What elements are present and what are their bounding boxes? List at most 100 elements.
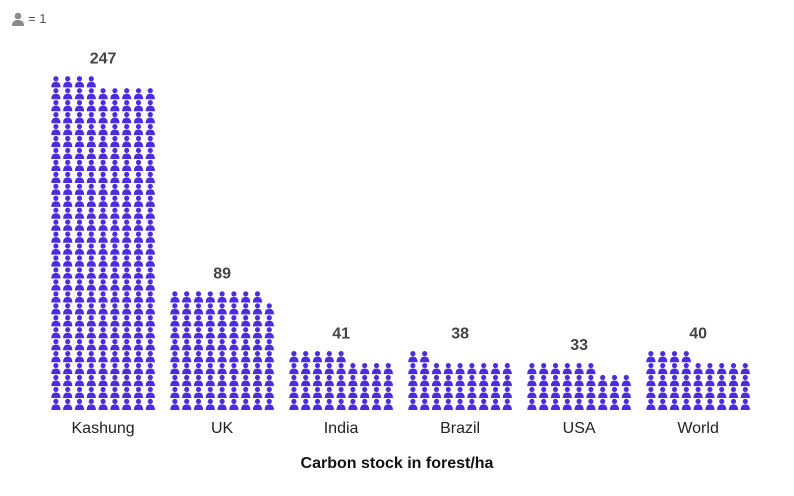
person-icon (479, 386, 489, 399)
person-icon (252, 386, 263, 399)
person-icon (728, 386, 739, 399)
person-icon (145, 374, 155, 387)
person-icon (12, 12, 24, 26)
person-icon (467, 386, 477, 399)
person-icon (110, 398, 120, 410)
person-icon (289, 398, 299, 410)
person-icon (133, 135, 144, 148)
person-icon (408, 374, 418, 387)
person-icon (681, 362, 691, 375)
person-icon (467, 362, 477, 375)
person-icon (110, 351, 120, 363)
person-icon (539, 374, 549, 387)
person-icon (63, 315, 73, 327)
person-icon (145, 303, 155, 315)
person-icon (133, 315, 144, 327)
person-icon (740, 398, 750, 410)
person-icon (74, 88, 85, 100)
person-icon (74, 267, 85, 279)
person-icon (241, 386, 251, 399)
person-icon (669, 374, 680, 387)
person-icon (145, 398, 155, 410)
person-icon (74, 386, 85, 399)
person-icon (420, 351, 430, 363)
person-icon (110, 88, 120, 100)
person-icon (562, 398, 572, 410)
person-icon (182, 362, 192, 375)
person-icon (324, 398, 334, 410)
person-icon (86, 207, 96, 219)
person-icon (133, 123, 144, 136)
person-icon (122, 135, 132, 148)
person-icon (51, 315, 61, 327)
person-icon (74, 255, 85, 267)
person-icon (170, 315, 180, 327)
person-icon (133, 112, 144, 124)
person-icon (63, 398, 73, 410)
person-icon (86, 303, 96, 315)
person-icon (98, 291, 108, 303)
person-icon (681, 351, 691, 363)
person-icon (241, 315, 251, 327)
person-icon (51, 231, 61, 243)
person-icon (110, 339, 120, 351)
person-icon (86, 88, 96, 100)
person-icon (252, 362, 263, 375)
person-icon (63, 135, 73, 148)
person-icon (693, 374, 703, 387)
person-icon (693, 362, 703, 375)
person-icon (98, 386, 108, 399)
person-icon (562, 362, 572, 375)
person-icon (360, 398, 370, 410)
person-icon (86, 219, 96, 231)
person-icon (122, 147, 132, 160)
person-icon (74, 291, 85, 303)
person-icon (550, 362, 561, 375)
person-icon (86, 100, 96, 112)
person-icon (562, 386, 572, 399)
person-icon (705, 398, 715, 410)
person-icon (264, 362, 274, 375)
person-icon (586, 398, 596, 410)
person-icon (574, 398, 584, 410)
person-icon (86, 183, 96, 195)
person-icon (51, 374, 61, 387)
person-icon (63, 112, 73, 124)
person-icon (133, 267, 144, 279)
person-icon (122, 171, 132, 183)
person-icon (86, 374, 96, 387)
person-icon (681, 386, 691, 399)
person-icon (86, 398, 96, 410)
person-icon (669, 398, 680, 410)
person-icon (550, 386, 561, 399)
person-icon (74, 147, 85, 160)
person-icon (728, 374, 739, 387)
person-icon (86, 195, 96, 207)
person-icon (122, 159, 132, 171)
person-icon (122, 291, 132, 303)
person-icon (502, 398, 512, 410)
person-icon (502, 374, 512, 387)
person-icon (252, 327, 263, 339)
value-label-usa: 33 (570, 337, 588, 354)
person-icon (182, 303, 192, 315)
person-icon (133, 255, 144, 267)
person-icon (443, 398, 453, 410)
person-icon (182, 351, 192, 363)
person-icon (586, 386, 596, 399)
person-icon (122, 219, 132, 231)
person-icon (133, 303, 144, 315)
person-icon (609, 374, 620, 387)
person-icon (98, 351, 108, 363)
person-icon (86, 112, 96, 124)
person-icon (420, 386, 430, 399)
person-icon (51, 339, 61, 351)
person-icon (133, 195, 144, 207)
person-icon (86, 327, 96, 339)
person-icon (122, 327, 132, 339)
person-icon (289, 351, 299, 363)
person-icon (51, 398, 61, 410)
person-icon (336, 374, 346, 387)
person-icon (145, 339, 155, 351)
person-icon (312, 351, 323, 363)
